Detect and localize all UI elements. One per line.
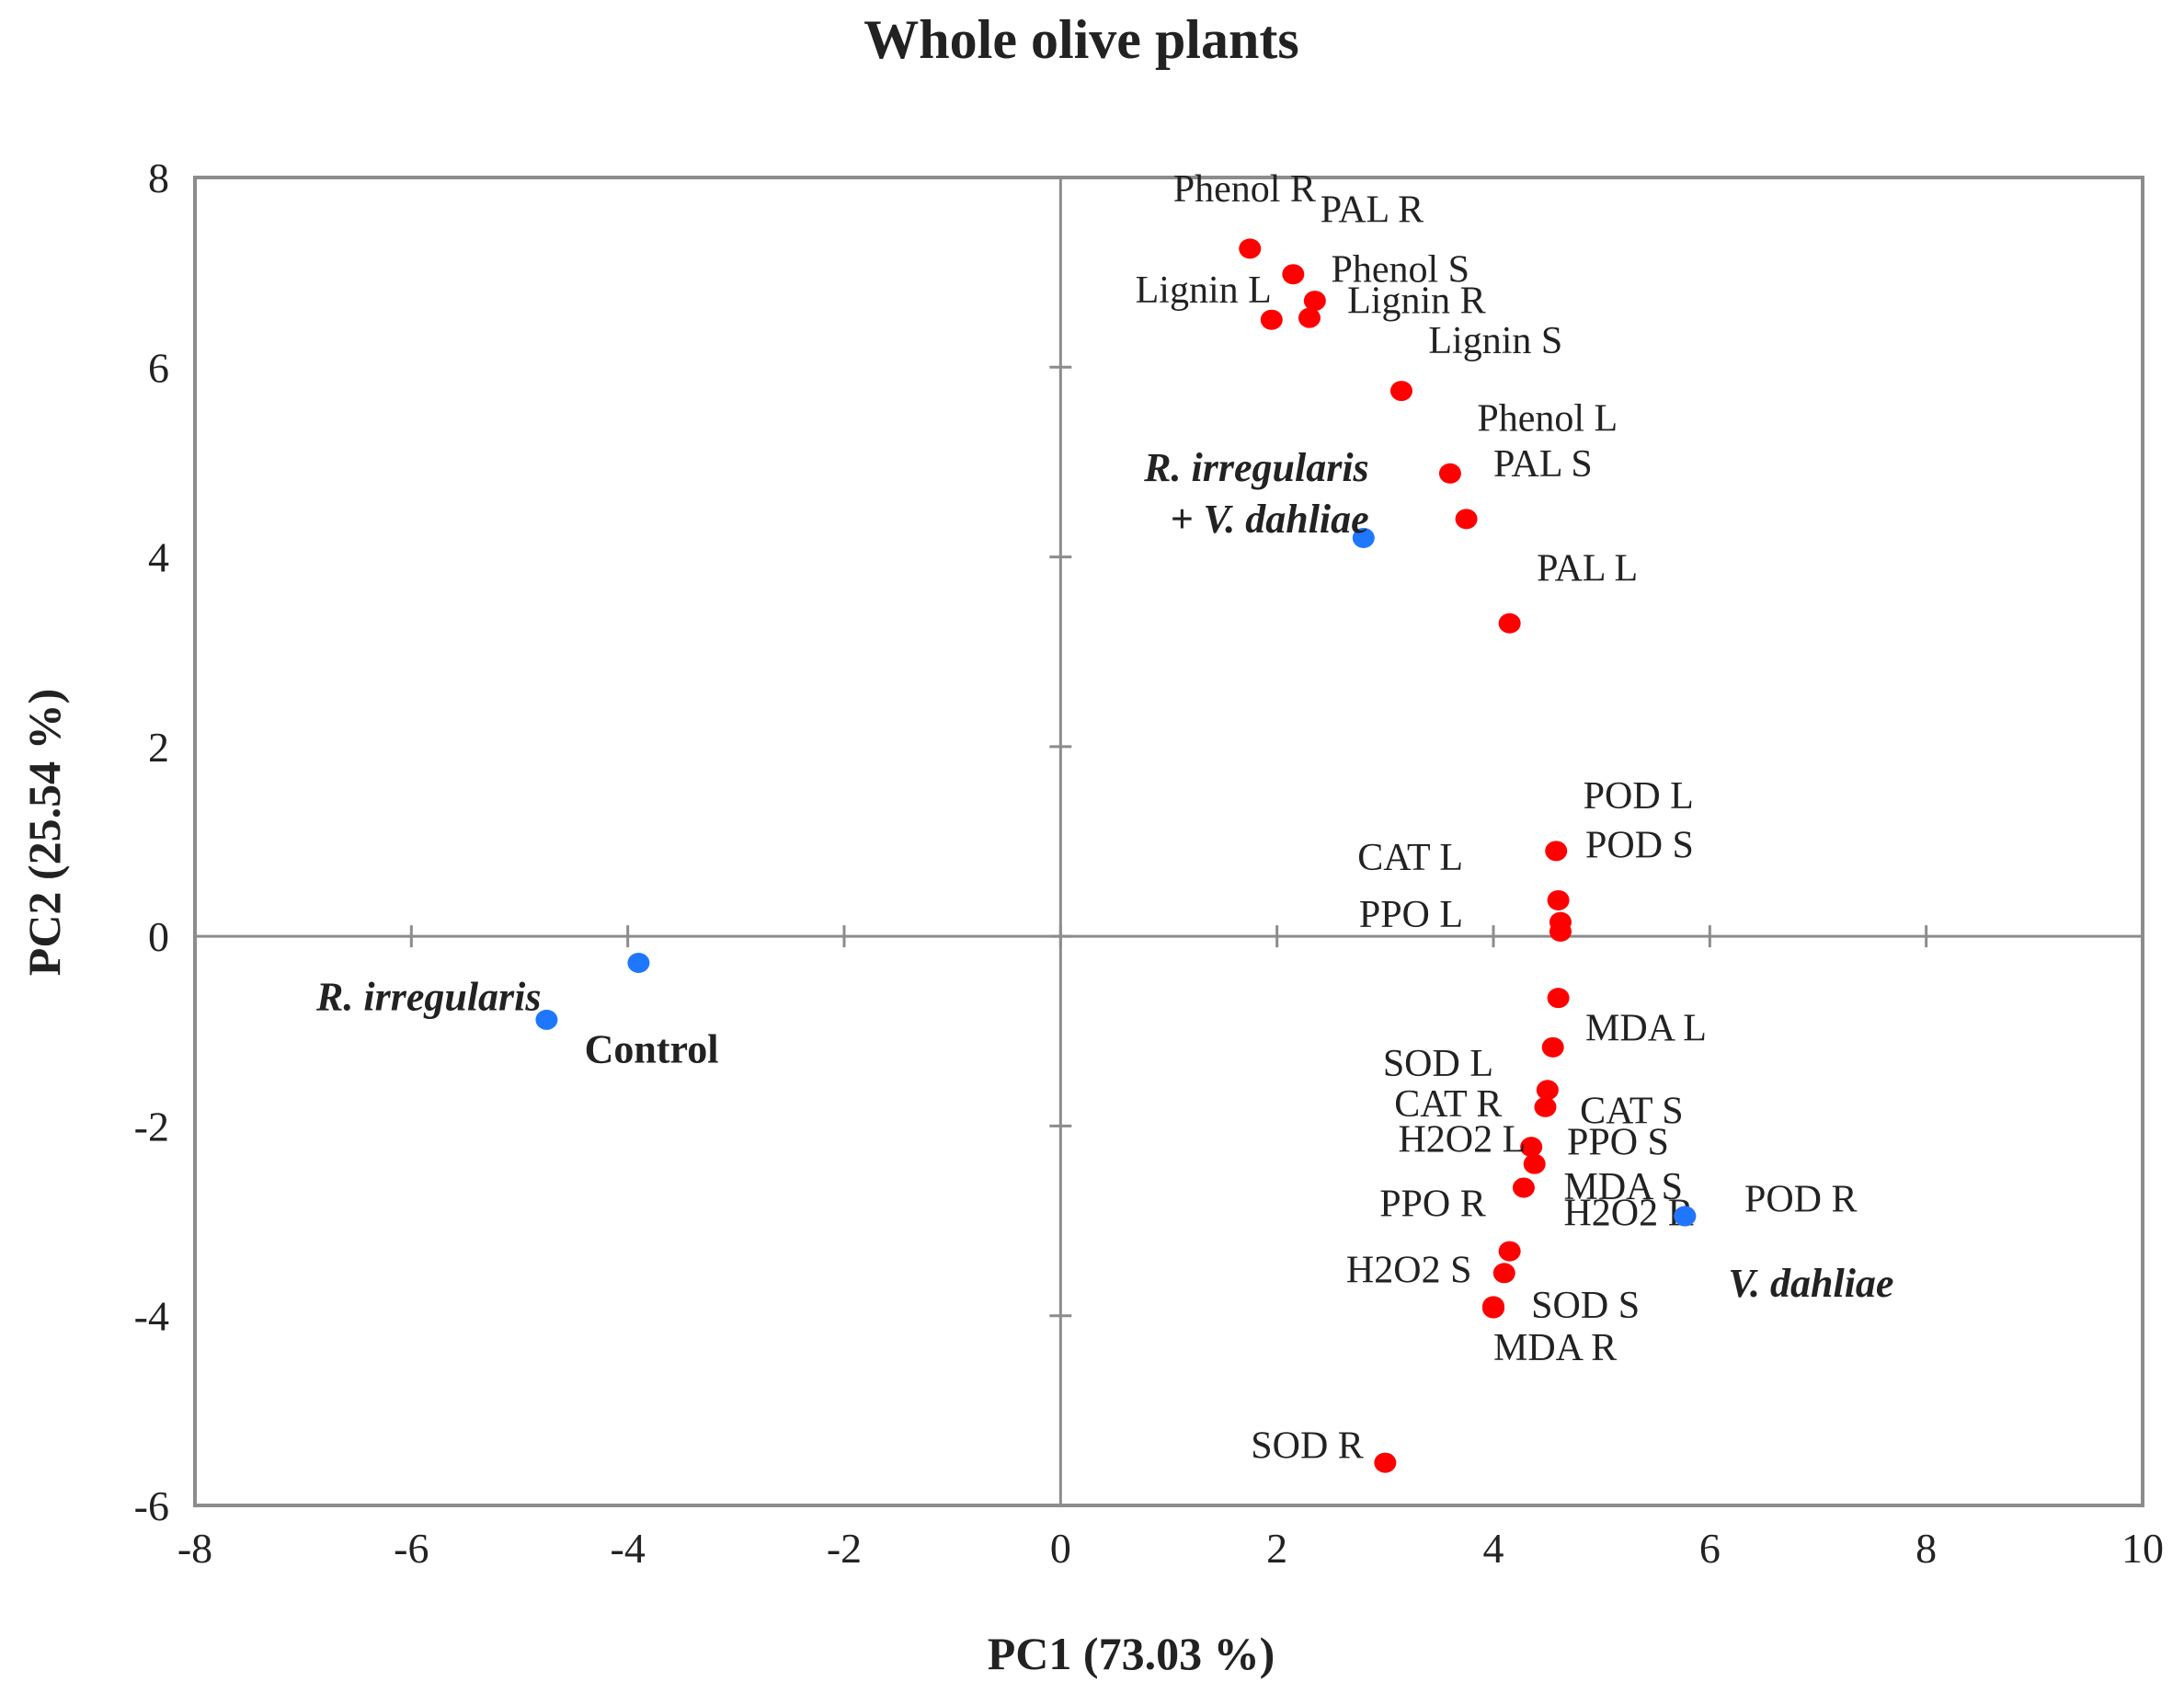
variable-label: PAL L [1537, 547, 1638, 589]
x-axis-title: PC1 (73.03 %) [988, 1628, 1275, 1679]
variable-label: Lignin R [1347, 280, 1486, 322]
y-tick-label: 2 [148, 724, 169, 771]
variable-point [1536, 1080, 1559, 1101]
x-tick-label: 6 [1699, 1525, 1721, 1572]
variable-point [1547, 988, 1570, 1009]
variable-point [1282, 264, 1305, 285]
x-tick-label: -2 [827, 1525, 862, 1572]
variable-label: MDA R [1493, 1327, 1617, 1369]
x-tick-label: 8 [1915, 1525, 1937, 1572]
variable-point [1298, 307, 1321, 328]
variable-label: Phenol R [1173, 168, 1316, 211]
treatment-point [627, 953, 650, 974]
treatment-label: R. irregularis [315, 975, 542, 1020]
y-axis-title: PC2 (25.54 %) [18, 689, 70, 976]
variable-point [1547, 889, 1570, 910]
x-tick-label: 10 [2121, 1525, 2164, 1572]
variable-point [1303, 291, 1326, 312]
y-tick-label: 8 [148, 154, 169, 201]
variable-label: Lignin L [1136, 269, 1272, 312]
variable-point [1455, 509, 1478, 530]
variable-label: PAL S [1493, 443, 1593, 486]
variable-label: PAL R [1321, 189, 1424, 231]
variable-point [1541, 1036, 1564, 1058]
y-tick-label: -2 [134, 1103, 169, 1150]
treatment-point [535, 1009, 558, 1030]
variable-point [1520, 1137, 1543, 1158]
treatment-label: Control [585, 1026, 719, 1071]
treatment-label-line: + V. dahliae [1170, 497, 1368, 542]
variable-label: PPO R [1379, 1183, 1486, 1225]
variable-label: POD S [1585, 825, 1694, 867]
variable-label: CAT R [1394, 1083, 1502, 1126]
x-tick-label: -6 [394, 1525, 429, 1572]
variable-label: CAT L [1357, 837, 1463, 879]
x-tick-label: 4 [1483, 1525, 1504, 1572]
variable-point [1549, 921, 1572, 942]
variable-point [1389, 381, 1412, 402]
x-tick-label: 0 [1050, 1525, 1071, 1572]
variable-label: PPO L [1359, 894, 1463, 936]
variable-label: H2O2 S [1346, 1250, 1472, 1292]
y-tick-label: 4 [148, 534, 169, 581]
variable-point [1492, 1263, 1515, 1284]
variable-label: POD L [1584, 775, 1694, 818]
treatment-label: R. irregularis + V. dahliae [1143, 445, 1369, 542]
variable-label: PPO S [1567, 1121, 1669, 1163]
variable-point [1239, 238, 1262, 259]
variable-point [1534, 1096, 1557, 1117]
variable-point [1545, 841, 1568, 862]
y-tick-label: 6 [148, 344, 169, 391]
variable-point [1374, 1452, 1397, 1473]
variable-label: MDA L [1585, 1008, 1707, 1050]
variable-label: H2O2 L [1398, 1118, 1526, 1161]
variable-point [1260, 309, 1283, 330]
x-tick-label: -8 [177, 1525, 212, 1572]
variable-label: Phenol L [1477, 397, 1618, 440]
variable-label: SOD S [1531, 1285, 1640, 1327]
variable-label: CAT S [1580, 1090, 1683, 1132]
variable-label: H2O2 R [1563, 1193, 1693, 1235]
x-tick-label: 2 [1266, 1525, 1287, 1572]
variable-point [1482, 1298, 1504, 1319]
treatment-label: V. dahliae [1728, 1261, 1893, 1306]
treatment-point [1352, 527, 1375, 548]
variable-label: Phenol S [1332, 248, 1470, 291]
y-tick-label: -4 [134, 1293, 169, 1340]
variable-label: Lignin S [1428, 320, 1562, 362]
variable-label: MDA S [1563, 1166, 1683, 1208]
plot-frame [193, 176, 2144, 1507]
variable-point [1498, 1241, 1521, 1262]
x-tick-label: -4 [611, 1525, 646, 1572]
treatment-point [1674, 1206, 1697, 1227]
variable-label: SOD R [1251, 1425, 1364, 1467]
variable-label: SOD L [1383, 1043, 1493, 1085]
y-tick-label: 0 [148, 913, 169, 960]
treatment-label-line: R. irregularis [1143, 445, 1369, 490]
variable-point [1512, 1177, 1535, 1198]
variable-point [1498, 612, 1521, 634]
y-tick-label: -6 [134, 1482, 169, 1529]
variable-point [1438, 463, 1461, 484]
chart-title: Whole olive plants [863, 9, 1298, 70]
variable-point [1523, 1153, 1546, 1174]
variable-label: POD R [1744, 1178, 1858, 1220]
